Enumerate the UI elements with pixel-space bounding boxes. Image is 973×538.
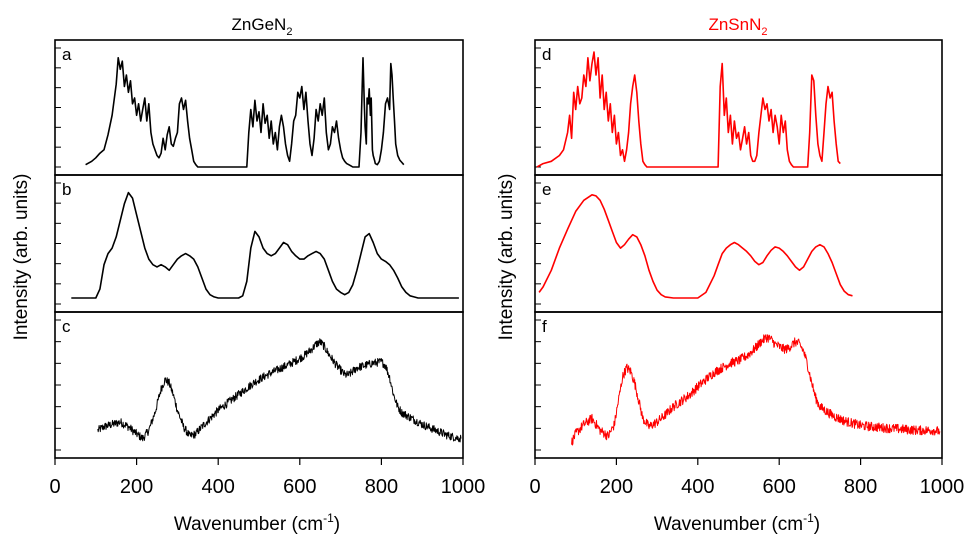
panel-frame [54, 39, 464, 176]
series-line-b [71, 191, 459, 299]
panel-f: 0 200 400 600 800 1000 f [529, 311, 965, 498]
series-line-c [97, 338, 462, 443]
x-tick-label: 400 [202, 476, 235, 498]
panels: a b 0 200 400 600 800 1000 c d e 0 200 400 600 800 1000 f [49, 39, 965, 498]
y-axis-title-right: Intensity (arb. units) [496, 174, 517, 341]
x-tick-label: 600 [283, 476, 316, 498]
x-axis-title-superscript: -1 [323, 511, 334, 525]
series-line-d [536, 51, 841, 168]
y-axis-title-left: Intensity (arb. units) [11, 174, 32, 341]
panel-a: a [54, 39, 464, 176]
column-title-subscript: 2 [286, 26, 292, 38]
x-tick-label: 1000 [920, 476, 965, 498]
panel-frame [534, 39, 943, 176]
panel-letter: b [62, 180, 71, 199]
x-tick-label: 200 [120, 476, 153, 498]
panel-letter: f [542, 317, 547, 336]
x-axis-title-right: Wavenumber (cm-1) [654, 511, 820, 535]
x-tick-label: 400 [681, 476, 714, 498]
x-tick-label: 1000 [441, 476, 486, 498]
x-tick-label: 0 [529, 476, 540, 498]
column-title-main: ZnSnN [708, 15, 761, 34]
x-axis-title-superscript: -1 [803, 511, 814, 525]
panel-frame [534, 311, 943, 459]
panel-b: b [54, 174, 464, 313]
x-axis-title-left: Wavenumber (cm-1) [174, 511, 340, 535]
x-axis-title-end: ) [814, 514, 820, 535]
x-tick-label: 200 [600, 476, 633, 498]
x-tick-label: 800 [365, 476, 398, 498]
panel-frame [54, 174, 464, 313]
x-axis-title-end: ) [334, 514, 340, 535]
panel-letter: a [62, 45, 72, 64]
series-line-f [571, 334, 941, 446]
x-tick-label: 600 [763, 476, 796, 498]
column-title-main: ZnGeN [232, 15, 287, 34]
panel-d: d [534, 39, 943, 176]
panel-letter: d [542, 45, 551, 64]
series-line-a [85, 57, 405, 168]
x-axis-title-main: Wavenumber (cm [654, 514, 803, 535]
column-title-znsnn2: ZnSnN2 [708, 15, 767, 38]
column-title-subscript: 2 [761, 26, 767, 38]
x-tick-label: 0 [49, 476, 60, 498]
x-axis-title-main: Wavenumber (cm [174, 514, 323, 535]
panel-frame [54, 311, 464, 459]
panel-letter: e [542, 180, 551, 199]
panel-c: 0 200 400 600 800 1000 c [49, 311, 486, 498]
panel-e: e [534, 174, 943, 313]
series-line-e [538, 194, 853, 299]
column-title-zngen2: ZnGeN2 [232, 15, 293, 38]
panel-letter: c [62, 317, 71, 336]
x-tick-label: 800 [844, 476, 877, 498]
